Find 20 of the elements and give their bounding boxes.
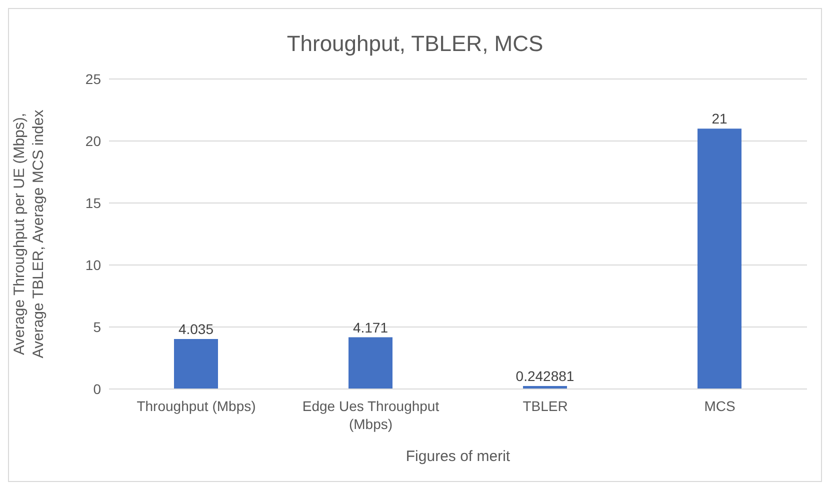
x-tick-label: MCS — [704, 398, 736, 414]
x-tick-label: Edge Ues Throughput (Mbps) — [302, 398, 440, 432]
y-tick-label: 20 — [85, 132, 102, 149]
y-tick-label: 25 — [85, 70, 102, 87]
y-tick-label: 15 — [85, 194, 102, 211]
data-label: 4.171 — [352, 319, 388, 336]
data-label: 4.035 — [178, 320, 214, 337]
y-tick-label: 0 — [93, 380, 102, 397]
y-tick-label: 10 — [85, 256, 102, 273]
x-tick-label: TBLER — [522, 398, 568, 414]
chart-title: Throughput, TBLER, MCS — [286, 31, 544, 57]
x-axis-title: Figures of merit — [406, 448, 511, 465]
data-label: 21 — [712, 110, 728, 127]
bar — [174, 338, 218, 389]
data-label: 0.242881 — [516, 368, 574, 384]
bar — [698, 128, 742, 389]
x-tick-label: Throughput (Mbps) — [136, 398, 256, 414]
y-axis-title: Average Throughput per UE (Mbps), Average TBLER, Average MCS index — [11, 109, 47, 358]
bar — [348, 337, 392, 389]
y-tick-label: 5 — [93, 318, 102, 335]
